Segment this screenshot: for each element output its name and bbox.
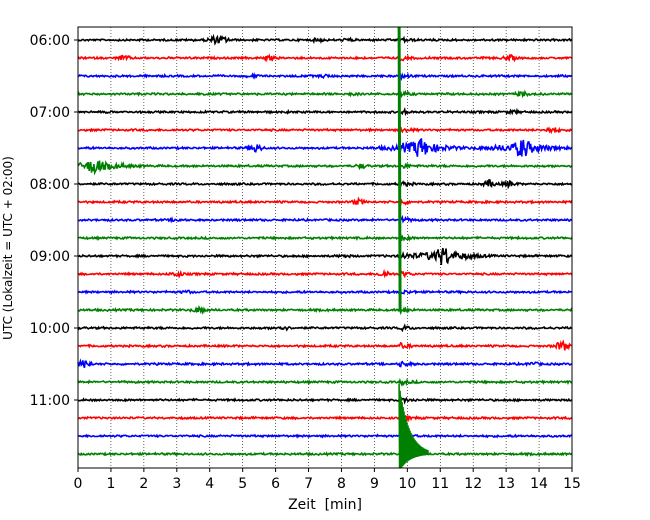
y-tick-label: 09:00 bbox=[30, 249, 70, 265]
trace-0945 bbox=[77, 304, 573, 316]
trace-1000 bbox=[77, 323, 573, 333]
y-tick-label: 08:00 bbox=[30, 177, 70, 193]
event-layer bbox=[397, 26, 429, 469]
trace-0900 bbox=[77, 247, 573, 265]
plot-frame bbox=[77, 26, 573, 469]
y-axis-label: UTC (Lokalzeit = UTC + 02:00) bbox=[1, 156, 15, 340]
trace-1015 bbox=[77, 339, 572, 351]
trace-0915 bbox=[77, 268, 573, 279]
trace-0800 bbox=[77, 179, 573, 190]
trace-0745 bbox=[77, 160, 573, 176]
trace-0645 bbox=[77, 89, 572, 99]
trace-0715 bbox=[77, 126, 573, 135]
event-signal bbox=[397, 26, 402, 311]
trace-0700 bbox=[77, 106, 573, 117]
x-axis-label: Zeit [min] bbox=[288, 497, 362, 513]
y-axis: 06:00 07:00 08:00 09:00 10:00 11:00 bbox=[30, 33, 78, 409]
trace-0830 bbox=[77, 214, 573, 224]
x-tick-label: 11 bbox=[431, 476, 449, 492]
trace-1030 bbox=[77, 358, 573, 369]
trace-1145 bbox=[77, 450, 573, 459]
x-tick-label: 13 bbox=[497, 476, 515, 492]
x-tick-label: 0 bbox=[74, 476, 83, 492]
event-coda bbox=[398, 383, 429, 469]
y-tick-label: 11:00 bbox=[30, 393, 70, 409]
x-tick-label: 14 bbox=[530, 476, 548, 492]
trace-layer bbox=[77, 33, 573, 459]
y-tick-label: 10:00 bbox=[30, 321, 70, 337]
x-tick-label: 8 bbox=[337, 476, 346, 492]
trace-0930 bbox=[78, 288, 573, 295]
trace-0845 bbox=[77, 232, 573, 242]
y-tick-label: 07:00 bbox=[30, 105, 70, 121]
x-tick-label: 6 bbox=[271, 476, 280, 492]
trace-1130 bbox=[77, 430, 573, 442]
x-tick-label: 9 bbox=[370, 476, 379, 492]
x-tick-label: 15 bbox=[563, 476, 581, 492]
x-tick-label: 2 bbox=[139, 476, 148, 492]
x-tick-label: 3 bbox=[172, 476, 181, 492]
trace-1045 bbox=[77, 377, 573, 387]
trace-0600 bbox=[77, 33, 573, 46]
trace-0630 bbox=[77, 71, 573, 83]
trace-0815 bbox=[77, 196, 573, 206]
x-tick-label: 12 bbox=[464, 476, 482, 492]
x-tick-label: 1 bbox=[106, 476, 115, 492]
x-tick-label: 7 bbox=[304, 476, 313, 492]
x-axis: 0 1 2 3 4 5 6 7 8 9 10 11 12 13 14 15 bbox=[74, 468, 581, 492]
x-tick-label: 4 bbox=[205, 476, 214, 492]
trace-0615 bbox=[77, 53, 573, 63]
trace-1115 bbox=[78, 413, 573, 423]
x-tick-label: 5 bbox=[238, 476, 247, 492]
x-tick-label: 10 bbox=[398, 476, 416, 492]
trace-1100 bbox=[77, 395, 573, 405]
y-tick-label: 06:00 bbox=[30, 33, 70, 49]
trace-0730 bbox=[77, 138, 573, 157]
